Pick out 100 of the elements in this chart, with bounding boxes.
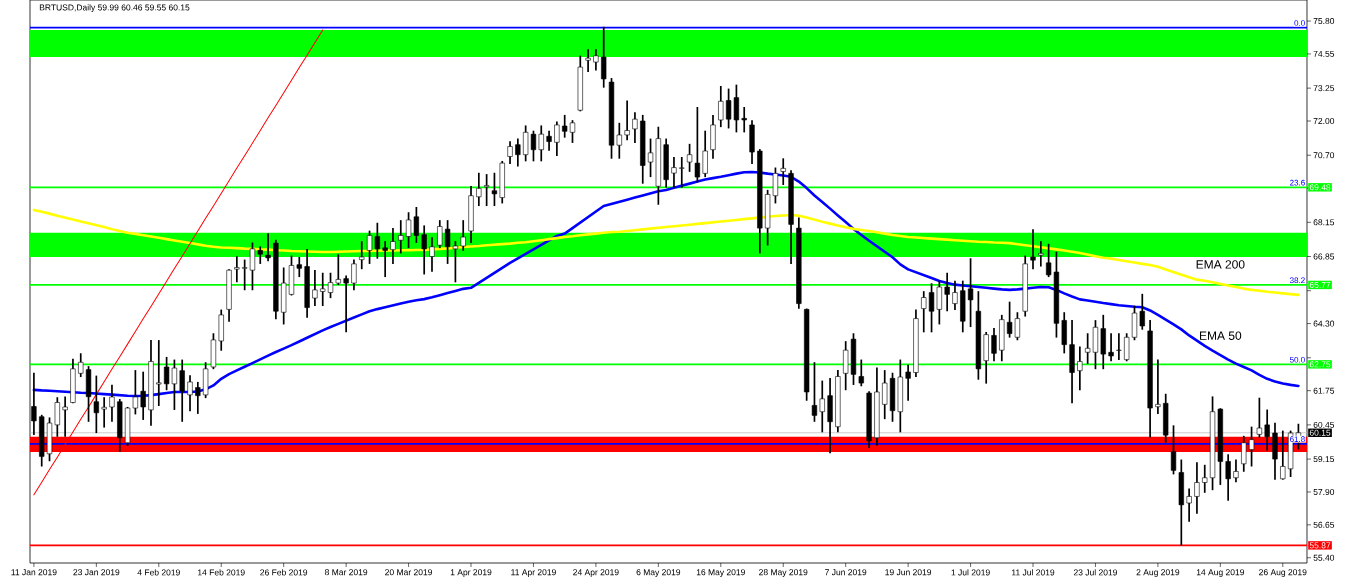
- y-tick-label: 72.00: [1313, 118, 1335, 125]
- candlestick: [156, 340, 162, 406]
- candlestick: [819, 380, 825, 433]
- x-tick-label: 8 Mar 2019: [325, 569, 368, 576]
- candlestick: [1264, 409, 1270, 451]
- y-tick-label: 66.85: [1313, 253, 1335, 260]
- x-tick-label: 1 Jul 2019: [951, 569, 990, 576]
- candlestick: [679, 157, 685, 188]
- candlestick: [671, 157, 677, 188]
- candlestick: [265, 233, 271, 262]
- x-tick-label: 20 Mar 2019: [385, 569, 433, 576]
- candlestick: [1248, 426, 1255, 467]
- candlestick: [187, 375, 193, 412]
- candlestick: [515, 138, 521, 167]
- candlestick: [109, 384, 115, 422]
- candlestick: [624, 100, 630, 141]
- candlestick: [1116, 333, 1122, 360]
- candlestick: [1170, 425, 1177, 475]
- x-tick-label: 11 Jul 2019: [1012, 569, 1055, 576]
- candlestick: [1030, 229, 1036, 270]
- ref-line-label: 60.15: [1309, 429, 1331, 436]
- candlestick: [359, 241, 365, 270]
- annotation: 61.8: [1290, 436, 1305, 443]
- candlestick: [62, 396, 68, 437]
- x-tick-label: 23 Jan 2019: [73, 569, 120, 576]
- candlestick: [257, 246, 263, 264]
- candlestick: [398, 220, 404, 254]
- x-tick-label: 16 May 2019: [696, 569, 745, 577]
- candlestick: [1108, 333, 1114, 362]
- candlestick: [546, 130, 552, 151]
- candlestick: [179, 359, 185, 422]
- y-tick-label: 73.25: [1313, 85, 1335, 92]
- candlestick: [429, 237, 435, 272]
- candlestick: [967, 258, 974, 328]
- ref-line-label: 62.75: [1309, 361, 1331, 368]
- ref-line-label: 65.77: [1309, 281, 1331, 288]
- candlestick: [952, 280, 958, 310]
- y-tick-label: 59.15: [1313, 456, 1335, 463]
- candlestick: [1202, 464, 1208, 493]
- candlestick: [507, 141, 513, 164]
- y-tick-label: 55.40: [1313, 554, 1335, 561]
- candlestick: [140, 371, 146, 420]
- y-tick-label: 60.45: [1313, 421, 1335, 428]
- x-tick-label: 1 Apr 2019: [450, 569, 492, 577]
- candlestick: [882, 370, 888, 420]
- candlestick: [601, 26, 607, 88]
- candlestick: [921, 291, 927, 333]
- candlestick: [780, 158, 786, 186]
- x-tick-label: 4 Feb 2019: [137, 569, 180, 576]
- y-tick-label: 74.55: [1313, 50, 1335, 57]
- candlestick: [944, 272, 950, 312]
- x-tick-label: 14 Feb 2019: [198, 569, 245, 576]
- candlestick: [343, 275, 349, 333]
- series-label: EMA 50: [1200, 331, 1242, 340]
- x-tick-label: 19 Jun 2019: [885, 569, 932, 576]
- annotation: 0.0: [1294, 20, 1305, 26]
- candlestick: [78, 353, 84, 378]
- ref-line-label: 55.87: [1309, 542, 1331, 549]
- series-label: EMA 200: [1196, 260, 1245, 269]
- chart-title: BRTUSD,Daily 59.99 60.46 59.55 60.15: [39, 4, 190, 13]
- x-tick-label: 2 Aug 2019: [1136, 569, 1180, 577]
- x-tick-label: 11 Apr 2019: [511, 569, 556, 577]
- candlestick: [741, 107, 747, 133]
- candlestick: [93, 375, 99, 434]
- candlestick: [811, 362, 818, 422]
- ref-line-label: 69.48: [1309, 184, 1331, 191]
- candlestick: [312, 270, 318, 307]
- candlestick: [421, 225, 427, 275]
- annotation: 38.2: [1289, 277, 1305, 284]
- candlestick: [437, 220, 443, 249]
- y-tick-label: 70.70: [1313, 152, 1335, 159]
- candlestick: [234, 256, 240, 283]
- candlestick: [351, 259, 357, 291]
- candlestick: [1225, 454, 1231, 501]
- candlestick: [296, 256, 302, 278]
- candlestick: [1155, 359, 1161, 414]
- candlestick: [491, 172, 498, 207]
- candlestick: [1241, 435, 1247, 472]
- y-tick-label: 56.65: [1313, 521, 1335, 528]
- candlestick: [1186, 488, 1192, 522]
- y-tick-label: 61.75: [1313, 387, 1335, 394]
- candlestick: [632, 112, 638, 143]
- candlestick: [1139, 293, 1145, 330]
- x-tick-label: 6 May 2019: [636, 569, 681, 577]
- candlestick: [1194, 462, 1200, 514]
- y-tick-label: 75.80: [1313, 18, 1335, 25]
- candlestick: [858, 359, 864, 387]
- candlestick: [585, 49, 591, 72]
- candlestick: [991, 328, 997, 362]
- x-tick-label: 24 Apr 2019: [573, 569, 619, 577]
- candlestick: [538, 125, 544, 162]
- x-tick-label: 26 Feb 2019: [260, 569, 308, 576]
- candlestick: [460, 220, 466, 251]
- candlestick: [593, 49, 599, 71]
- candlestick: [101, 397, 107, 428]
- y-tick-label: 57.90: [1313, 488, 1335, 495]
- x-tick-label: 11 Jan 2019: [11, 569, 57, 576]
- candlestick: [554, 121, 560, 157]
- candlestick: [195, 381, 201, 414]
- x-tick-label: 28 May 2019: [759, 569, 808, 577]
